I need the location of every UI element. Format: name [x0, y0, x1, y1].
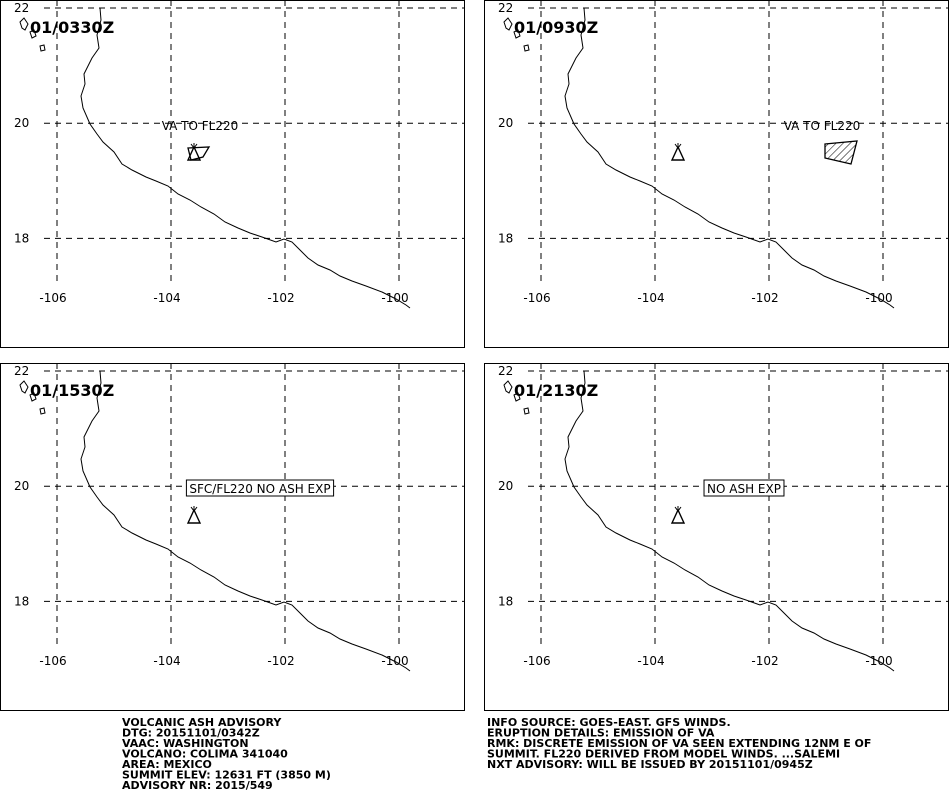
advisory-line: INFO SOURCE: GOES-EAST. GFS WINDS. [487, 716, 731, 729]
panel-frame [0, 0, 465, 348]
lon-label: -104 [153, 291, 180, 305]
advisory-line: RMK: DISCRETE EMISSION OF VA SEEN EXTEND… [487, 737, 871, 750]
volcano-plume-mark [190, 506, 198, 512]
ash-area [824, 140, 858, 165]
advisory-line: VOLCANIC ASH ADVISORY [122, 716, 282, 729]
volcano-symbol [670, 145, 686, 161]
time-label: 01/1530Z [30, 381, 114, 400]
lat-label: 20 [14, 479, 29, 493]
island [29, 392, 37, 402]
annotation-box [185, 479, 335, 497]
lon-label: -106 [39, 654, 66, 668]
volcano-symbol [670, 508, 686, 524]
lat-label: 22 [498, 1, 513, 15]
lat-label: 20 [14, 116, 29, 130]
advisory-line: SUMMIT ELEV: 12631 FT (3850 M) [122, 769, 331, 782]
advisory-line: AREA: MEXICO [122, 758, 212, 771]
lon-label: -102 [267, 291, 294, 305]
lat-label: 18 [14, 594, 29, 608]
annotation: VA TO FL220 [784, 119, 861, 133]
island [19, 17, 29, 31]
advisory-line: SUMMIT. FL220 DERIVED FROM MODEL WINDS. … [487, 748, 840, 761]
lon-label: -106 [523, 654, 550, 668]
lat-label: 18 [14, 231, 29, 245]
advisory-line: ERUPTION DETAILS: EMISSION OF VA [487, 727, 715, 740]
annotation: VA TO FL220 [162, 119, 239, 133]
lat-label: 22 [498, 364, 513, 378]
lat-label: 18 [498, 594, 513, 608]
island [39, 407, 46, 415]
panel-frame [0, 363, 465, 711]
island [503, 17, 513, 31]
annotation: NO ASH EXP [707, 482, 781, 496]
lat-label: 20 [498, 116, 513, 130]
island [19, 380, 29, 394]
island [523, 407, 530, 415]
ash-area [187, 146, 211, 161]
island [523, 44, 530, 52]
island [513, 29, 521, 39]
time-label: 01/2130Z [514, 381, 598, 400]
lon-label: -106 [523, 291, 550, 305]
volcano-plume-mark [674, 143, 682, 149]
lon-label: -104 [637, 654, 664, 668]
lon-label: -104 [153, 654, 180, 668]
volcano-symbol [186, 508, 202, 524]
lon-label: -102 [267, 654, 294, 668]
advisory-line: VOLCANO: COLIMA 341040 [122, 748, 288, 761]
coastline [564, 7, 895, 309]
time-label: 01/0930Z [514, 18, 598, 37]
annotation-bg [704, 480, 784, 496]
annotation-bg [186, 480, 334, 496]
advisory-line: VAAC: WASHINGTON [122, 737, 249, 750]
advisory-line: ADVISORY NR: 2015/549 [122, 779, 273, 792]
coastline [564, 370, 895, 672]
lat-label: 20 [498, 479, 513, 493]
island [503, 380, 513, 394]
island [29, 29, 37, 39]
lat-label: 18 [498, 231, 513, 245]
time-label: 01/0330Z [30, 18, 114, 37]
island [513, 392, 521, 402]
lat-label: 22 [14, 364, 29, 378]
advisory-line: NXT ADVISORY: WILL BE ISSUED BY 20151101… [487, 758, 813, 771]
lon-label: -106 [39, 291, 66, 305]
panel-frame [484, 363, 949, 711]
annotation-box [703, 479, 785, 497]
volcano-plume-mark [674, 506, 682, 512]
lon-label: -102 [751, 654, 778, 668]
lat-label: 22 [14, 1, 29, 15]
advisory-line: DTG: 20151101/0342Z [122, 727, 260, 740]
coastline [80, 7, 411, 309]
lon-label: -102 [751, 291, 778, 305]
volcano-symbol [186, 145, 202, 161]
panel-frame [484, 0, 949, 348]
island [39, 44, 46, 52]
annotation: SFC/FL220 NO ASH EXP [189, 482, 330, 496]
lon-label: -104 [637, 291, 664, 305]
coastline [80, 370, 411, 672]
